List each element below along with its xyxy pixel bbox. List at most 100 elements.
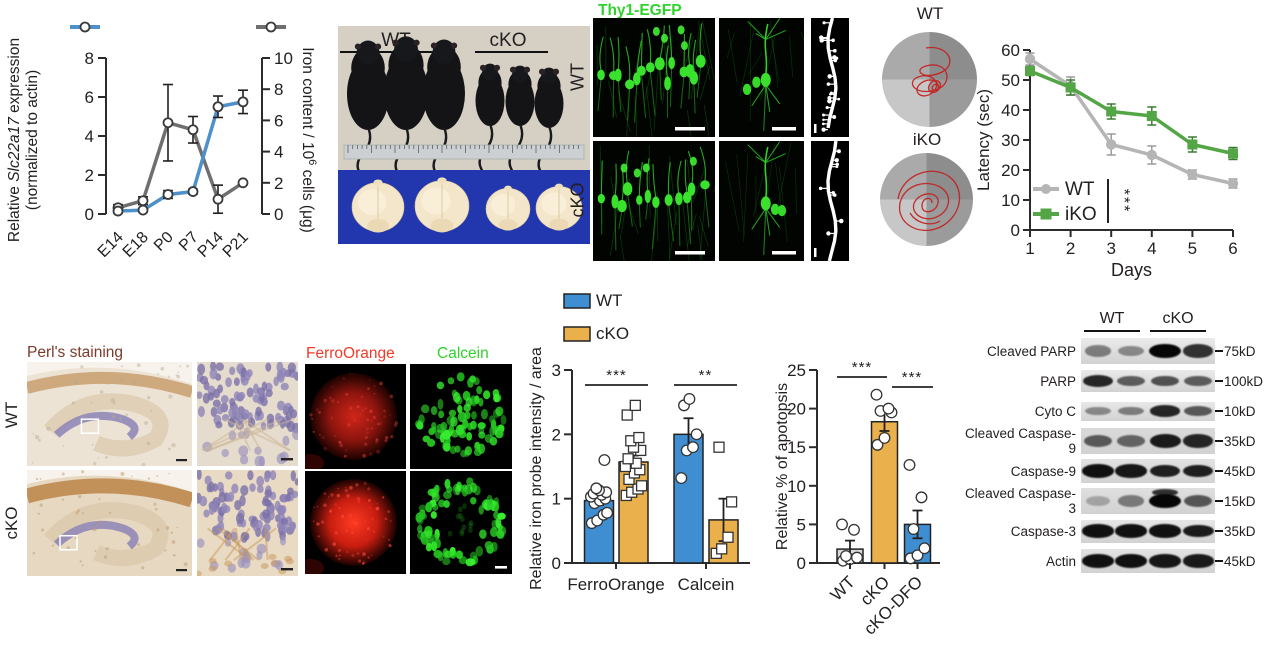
- svg-text:***: ***: [902, 369, 923, 386]
- blot-column-header: WT: [1084, 310, 1140, 332]
- svg-text:0: 0: [1011, 221, 1020, 240]
- svg-text:6: 6: [1228, 239, 1237, 258]
- blot-molecular-weight: 35kD: [1215, 434, 1256, 449]
- thy1-cko-row-label: cKO: [567, 182, 588, 218]
- svg-text:6: 6: [85, 88, 94, 107]
- svg-text:Days: Days: [1111, 260, 1152, 280]
- iron-probe-intensity-bar-chart: WT cKO 0 1 2 3 FerroOrange Calcein Relative iron…: [528, 291, 750, 594]
- svg-text:***: ***: [852, 359, 873, 376]
- blot-row: Cyto C 10kD: [958, 396, 1266, 426]
- svg-text:20: 20: [1001, 161, 1020, 180]
- svg-text:WT: WT: [1065, 179, 1095, 200]
- svg-text:**: **: [699, 367, 713, 384]
- blot-strip-image: [1081, 488, 1215, 514]
- maze-iko-track: [880, 153, 973, 246]
- svg-text:8: 8: [274, 80, 283, 99]
- blot-protein-label: Cleaved PARP: [986, 343, 1076, 359]
- calcein-cko-image: [410, 471, 512, 574]
- thy1-wt-neuron-image: [719, 18, 804, 137]
- thy1-wt-row-label: WT: [567, 63, 588, 91]
- svg-text:60: 60: [1001, 41, 1020, 60]
- perls-wt-hippocampus-image: [27, 362, 192, 466]
- blot-molecular-weight: 10kD: [1215, 404, 1256, 419]
- maze-wt-track: [882, 32, 977, 127]
- blot-molecular-weight: 75kD: [1215, 344, 1256, 359]
- svg-text:4: 4: [274, 143, 283, 162]
- svg-text:P21: P21: [220, 229, 252, 261]
- thy1-egfp-title: Thy1-EGFP: [598, 2, 682, 19]
- perls-cko-row-label: cKO: [2, 506, 21, 540]
- blot-molecular-weight: 100kD: [1215, 374, 1263, 389]
- ferroorange-wt-image: [305, 364, 406, 469]
- svg-text:0: 0: [552, 554, 561, 573]
- svg-text:3: 3: [552, 361, 561, 380]
- svg-text:6: 6: [274, 111, 283, 130]
- blot-molecular-weight: 45kD: [1215, 554, 1256, 569]
- svg-text:P0: P0: [151, 229, 177, 255]
- svg-text:10: 10: [787, 477, 806, 496]
- svg-text:Relative % of apotopsis: Relative % of apotopsis: [775, 383, 791, 550]
- blot-molecular-weight: 45kD: [1215, 464, 1256, 479]
- svg-text:20: 20: [787, 400, 806, 419]
- blot-protein-label: Cleaved Caspase-9: [964, 426, 1076, 456]
- thy1-wt-field-image: [593, 18, 715, 137]
- maze-wt-label: WT: [916, 4, 944, 23]
- blot-protein-label: Cleaved Caspase-3: [964, 486, 1076, 516]
- blot-row: Cleaved PARP 75kD: [958, 336, 1266, 366]
- calcein-label: Calcein: [437, 345, 489, 362]
- svg-text:40: 40: [1001, 101, 1020, 120]
- mice-and-brains-photo: WT cKO: [338, 26, 590, 244]
- blot-header: WT cKO: [958, 310, 1266, 336]
- svg-text:FerroOrange: FerroOrange: [567, 575, 664, 594]
- svg-text:0: 0: [797, 554, 806, 573]
- svg-text:1: 1: [1025, 239, 1034, 258]
- perls-wt-row-label: WT: [2, 401, 21, 429]
- western-blot-panel: WT cKO Cleaved PARP 75kD PARP 100kD Cyto C 10k…: [958, 310, 1266, 576]
- svg-text:5: 5: [1188, 239, 1197, 258]
- blot-protein-label: Cyto C: [1034, 403, 1076, 419]
- svg-text:E14: E14: [95, 229, 127, 261]
- svg-text:50: 50: [1001, 71, 1020, 90]
- svg-text:cKO: cKO: [596, 324, 629, 343]
- svg-text:0: 0: [274, 205, 283, 224]
- blot-strip-image: [1081, 401, 1215, 421]
- thy1-cko-neuron-image: [719, 141, 804, 261]
- svg-text:4: 4: [85, 127, 94, 146]
- perls-wt-zoom-image: [197, 362, 298, 466]
- svg-text:WT: WT: [596, 291, 622, 310]
- blot-molecular-weight: 35kD: [1215, 524, 1256, 539]
- blot-strip-image: [1081, 459, 1215, 483]
- svg-text:***: ***: [606, 367, 627, 384]
- expression-chart-right-axis-label: Iron content / 106 cells (μg): [298, 47, 319, 233]
- svg-text:Calcein: Calcein: [678, 575, 735, 594]
- blot-strip-image: [1081, 338, 1215, 364]
- svg-text:8: 8: [85, 49, 94, 68]
- blot-strip-image: [1081, 428, 1215, 454]
- svg-text:Latency (sec): Latency (sec): [975, 89, 993, 191]
- perls-staining-title: Perl's staining: [27, 344, 124, 361]
- blot-strip-image: [1081, 519, 1215, 543]
- blot-row: PARP 100kD: [958, 366, 1266, 396]
- blot-protein-label: PARP: [1040, 373, 1076, 389]
- thy1-cko-dendrite-image: [811, 141, 849, 261]
- blot-protein-label: Caspase-9: [1010, 463, 1076, 479]
- blot-row: Actin 45kD: [958, 546, 1266, 576]
- maze-iko-label: iKO: [912, 130, 942, 149]
- svg-text:25: 25: [787, 361, 806, 380]
- svg-text:3: 3: [1106, 239, 1115, 258]
- svg-text:2: 2: [274, 174, 283, 193]
- svg-text:cKO: cKO: [490, 30, 527, 51]
- perls-cko-zoom-image: [197, 470, 298, 576]
- thy1-wt-dendrite-image: [811, 18, 849, 137]
- blot-column-header: cKO: [1150, 310, 1206, 332]
- svg-text:10: 10: [274, 49, 293, 68]
- svg-text:***: ***: [1115, 189, 1132, 214]
- blot-row: Cleaved Caspase-9 35kD: [958, 426, 1266, 456]
- svg-text:iKO: iKO: [1065, 204, 1097, 225]
- blot-protein-label: Actin: [1045, 553, 1076, 569]
- svg-text:30: 30: [1001, 131, 1020, 150]
- svg-text:2: 2: [1066, 239, 1075, 258]
